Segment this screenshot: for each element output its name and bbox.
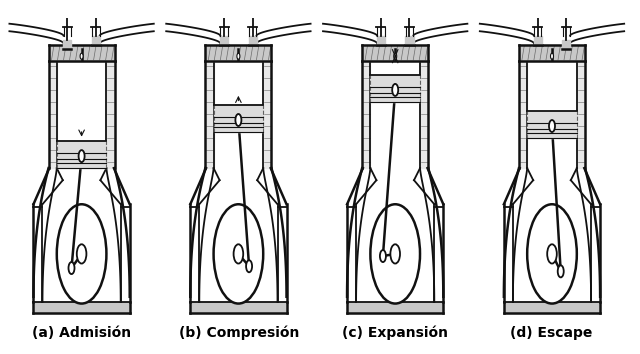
Polygon shape: [362, 45, 428, 61]
Polygon shape: [205, 45, 271, 61]
Polygon shape: [371, 75, 420, 102]
Polygon shape: [248, 36, 257, 45]
Circle shape: [371, 204, 420, 304]
Circle shape: [237, 53, 240, 59]
Circle shape: [236, 114, 241, 126]
Circle shape: [527, 204, 577, 304]
Circle shape: [68, 262, 74, 274]
Polygon shape: [263, 61, 271, 168]
Circle shape: [246, 260, 252, 272]
Polygon shape: [63, 40, 72, 49]
Polygon shape: [49, 61, 57, 168]
Polygon shape: [49, 45, 115, 61]
Polygon shape: [190, 302, 287, 313]
Polygon shape: [527, 111, 577, 138]
Polygon shape: [92, 36, 100, 45]
Polygon shape: [405, 36, 413, 45]
Polygon shape: [106, 61, 115, 168]
Circle shape: [234, 244, 243, 263]
Polygon shape: [377, 36, 385, 45]
Polygon shape: [519, 45, 585, 61]
Polygon shape: [57, 141, 106, 168]
Polygon shape: [534, 36, 542, 45]
Polygon shape: [420, 61, 428, 168]
Circle shape: [80, 53, 83, 59]
Circle shape: [547, 244, 557, 263]
Circle shape: [57, 204, 106, 304]
Polygon shape: [220, 36, 228, 45]
Polygon shape: [362, 61, 371, 168]
Text: (b) Compresión: (b) Compresión: [179, 326, 299, 340]
Circle shape: [392, 84, 398, 96]
Polygon shape: [577, 61, 585, 168]
Text: (a) Admisión: (a) Admisión: [32, 326, 131, 340]
Polygon shape: [347, 302, 444, 313]
Circle shape: [549, 120, 555, 132]
Text: (d) Escape: (d) Escape: [511, 326, 593, 340]
Circle shape: [77, 244, 86, 263]
Polygon shape: [519, 61, 527, 168]
Circle shape: [79, 150, 84, 162]
Polygon shape: [33, 302, 130, 313]
Circle shape: [394, 53, 397, 59]
Circle shape: [390, 244, 400, 263]
Circle shape: [550, 53, 554, 59]
Circle shape: [557, 266, 564, 278]
Polygon shape: [214, 105, 263, 132]
Circle shape: [214, 204, 263, 304]
Polygon shape: [504, 302, 600, 313]
Circle shape: [380, 250, 386, 262]
Polygon shape: [205, 61, 214, 168]
Polygon shape: [562, 40, 570, 49]
Text: (c) Expansión: (c) Expansión: [342, 326, 448, 340]
